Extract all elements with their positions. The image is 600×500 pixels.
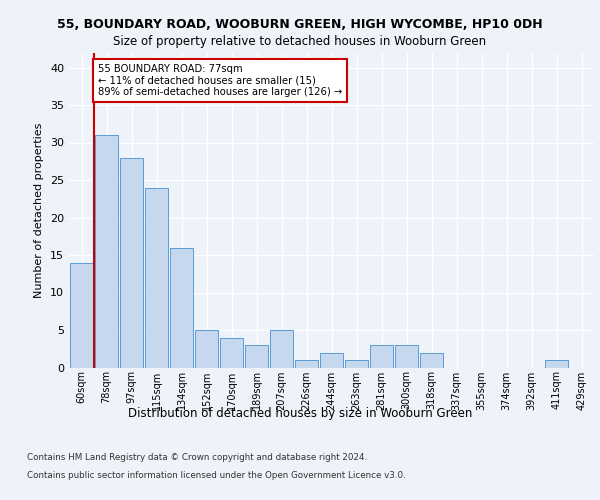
Bar bbox=[194, 330, 218, 368]
Text: Contains public sector information licensed under the Open Government Licence v3: Contains public sector information licen… bbox=[27, 471, 406, 480]
Bar bbox=[245, 345, 268, 368]
Bar bbox=[419, 352, 443, 368]
Y-axis label: Number of detached properties: Number of detached properties bbox=[34, 122, 44, 298]
Bar bbox=[545, 360, 568, 368]
Bar bbox=[320, 352, 343, 368]
Bar bbox=[344, 360, 368, 368]
Bar bbox=[170, 248, 193, 368]
Text: Distribution of detached houses by size in Wooburn Green: Distribution of detached houses by size … bbox=[128, 408, 472, 420]
Bar bbox=[370, 345, 394, 368]
Bar bbox=[70, 262, 94, 368]
Text: 55, BOUNDARY ROAD, WOOBURN GREEN, HIGH WYCOMBE, HP10 0DH: 55, BOUNDARY ROAD, WOOBURN GREEN, HIGH W… bbox=[57, 18, 543, 30]
Bar bbox=[119, 158, 143, 368]
Bar bbox=[395, 345, 418, 368]
Bar bbox=[95, 135, 118, 368]
Text: Size of property relative to detached houses in Wooburn Green: Size of property relative to detached ho… bbox=[113, 35, 487, 48]
Text: Contains HM Land Registry data © Crown copyright and database right 2024.: Contains HM Land Registry data © Crown c… bbox=[27, 454, 367, 462]
Text: 55 BOUNDARY ROAD: 77sqm
← 11% of detached houses are smaller (15)
89% of semi-de: 55 BOUNDARY ROAD: 77sqm ← 11% of detache… bbox=[98, 64, 342, 97]
Bar bbox=[145, 188, 169, 368]
Bar bbox=[269, 330, 293, 368]
Bar bbox=[295, 360, 319, 368]
Bar bbox=[220, 338, 244, 368]
